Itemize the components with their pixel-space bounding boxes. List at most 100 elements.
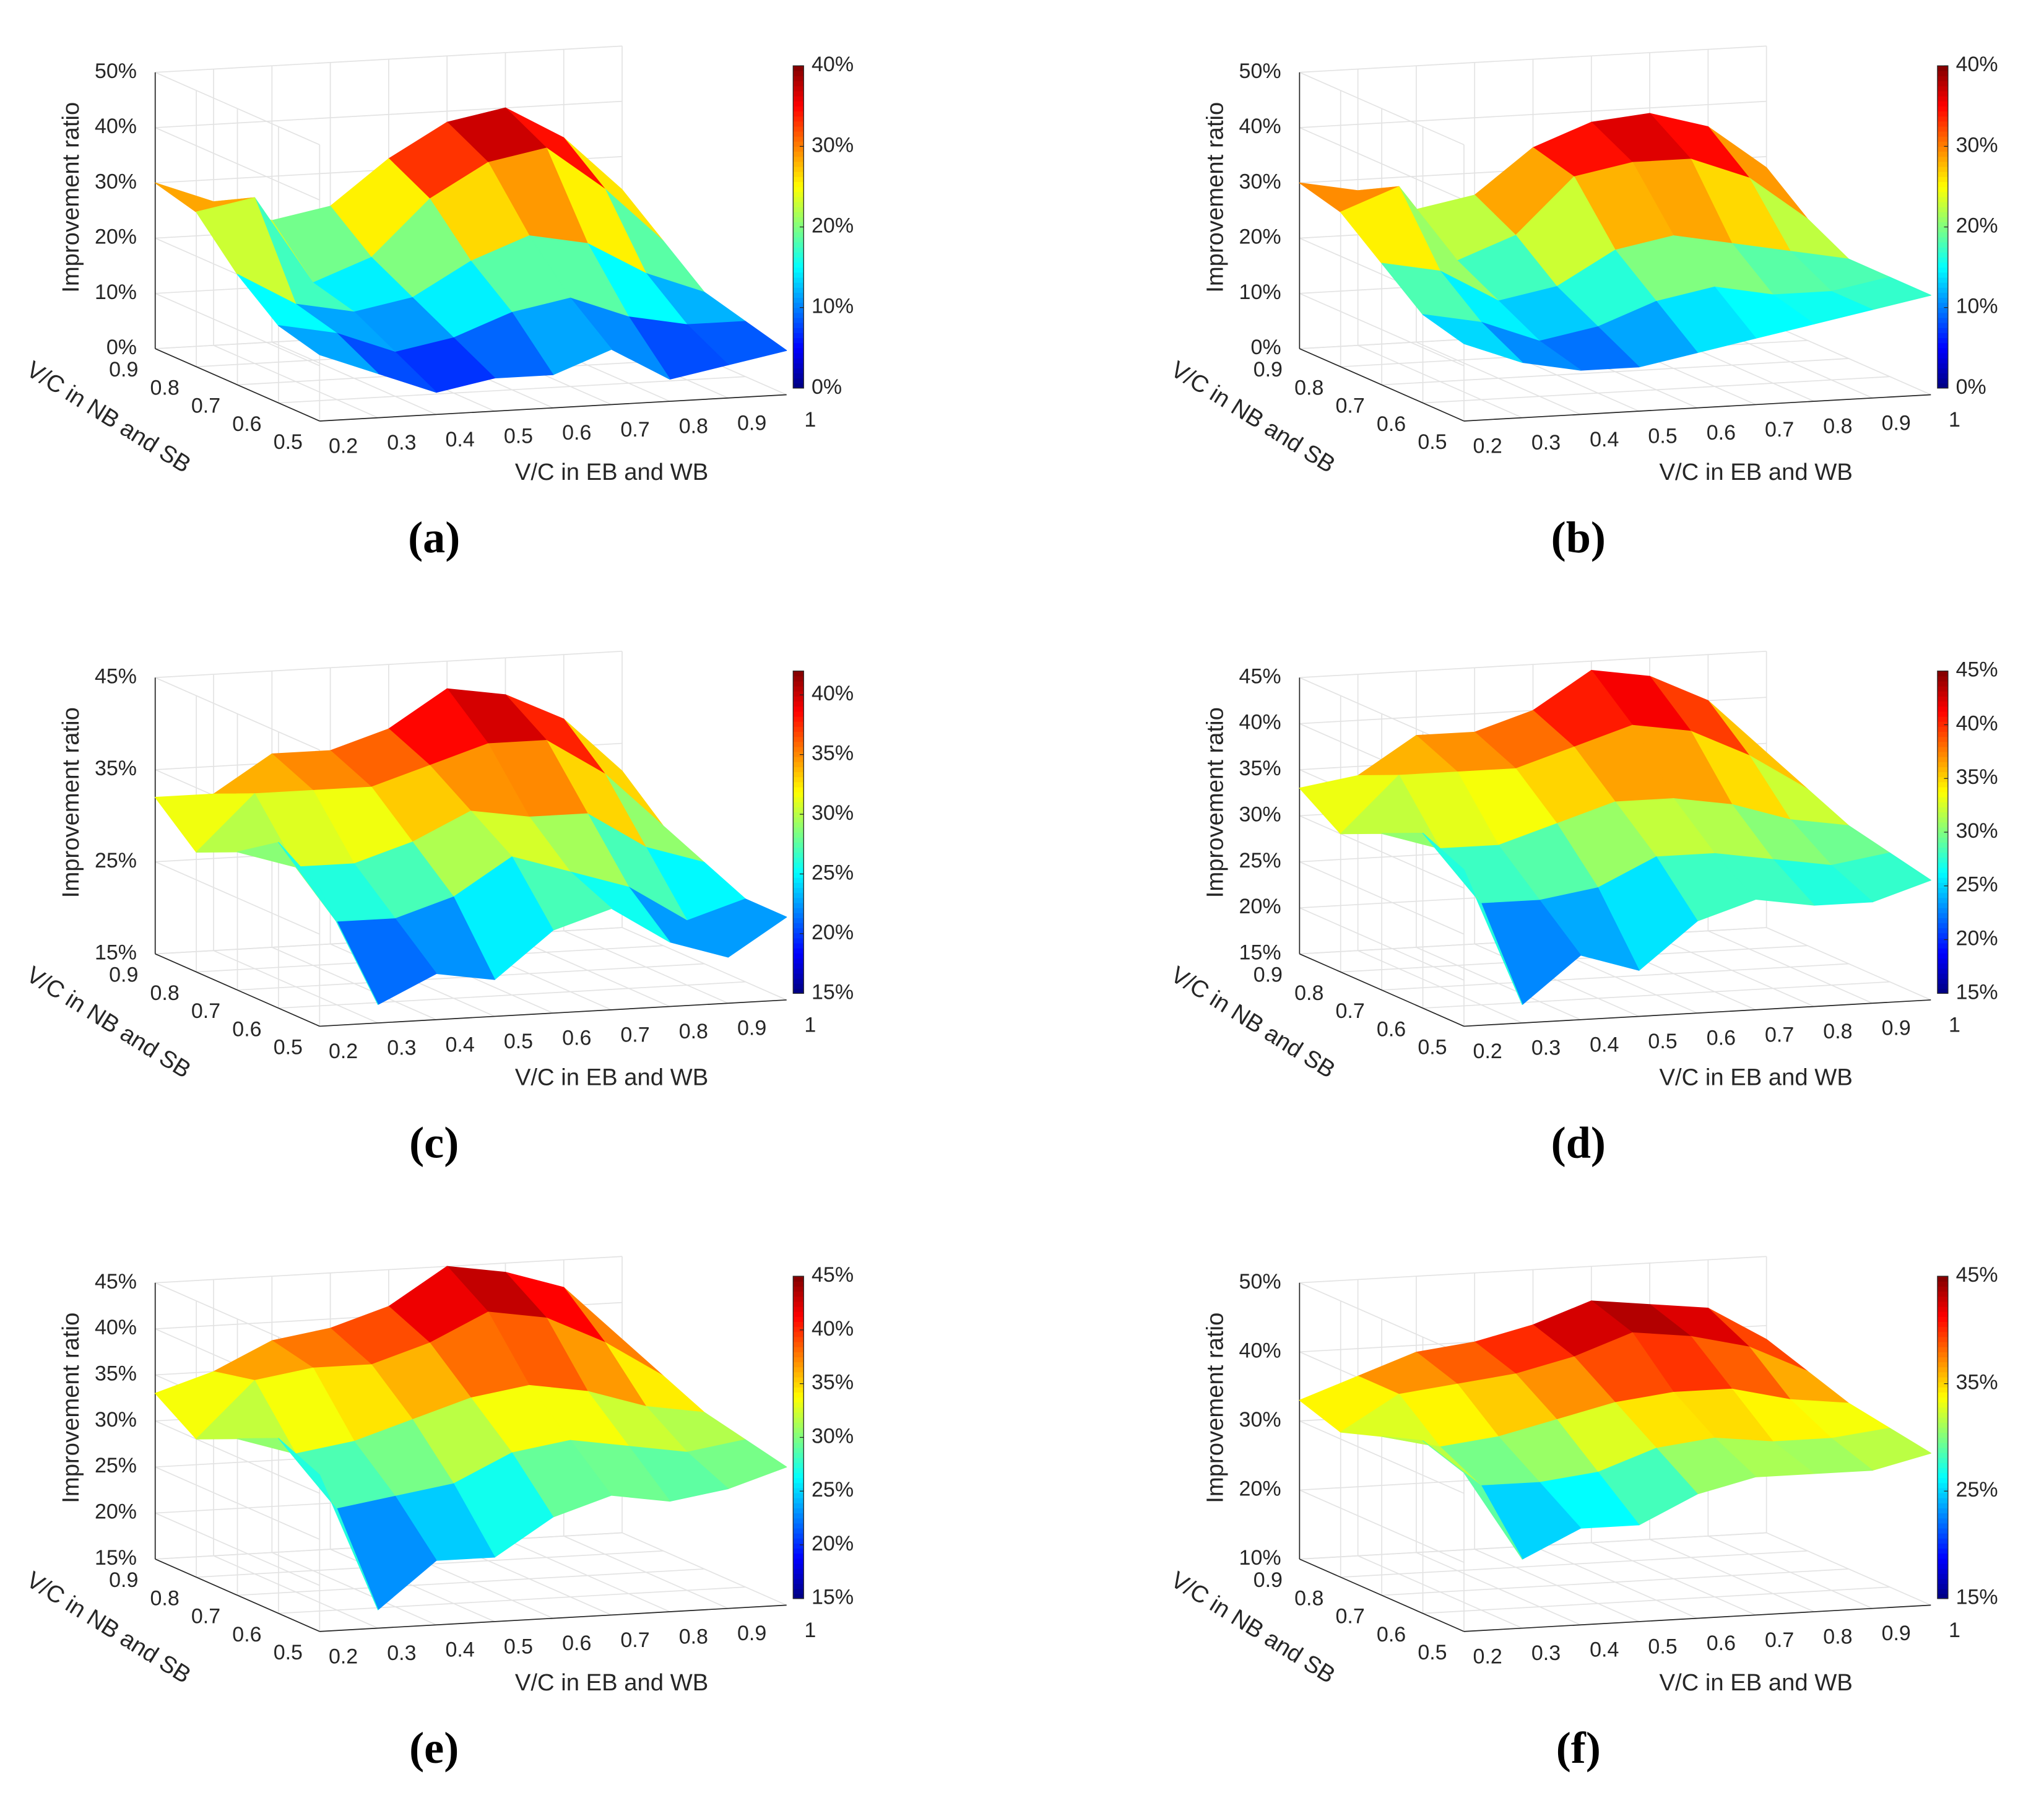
y-tick-label: 0.8	[1294, 376, 1323, 399]
colorbar-swatch	[793, 1588, 804, 1594]
colorbar-swatch	[793, 1487, 804, 1493]
colorbar-swatch	[1937, 352, 1948, 359]
colorbar-swatch	[793, 812, 804, 818]
colorbar-swatch	[793, 923, 804, 929]
colorbar-swatch	[793, 1528, 804, 1534]
x-tick-label: 0.4	[1590, 428, 1619, 451]
x-tick-label: 0.2	[1473, 1040, 1502, 1063]
colorbar-swatch	[793, 1563, 804, 1569]
colorbar-swatch	[1937, 882, 1948, 889]
colorbar-swatch	[793, 66, 804, 72]
colorbar-swatch	[1937, 1508, 1948, 1514]
colorbar-swatch	[1937, 867, 1948, 873]
colorbar-swatch	[1937, 872, 1948, 878]
colorbar-swatch	[793, 101, 804, 106]
colorbar-swatch	[793, 756, 804, 762]
z-tick-label: 0%	[1250, 336, 1281, 359]
colorbar-swatch	[1937, 232, 1948, 238]
z-tick-label: 35%	[1239, 757, 1281, 780]
x-axis-label: V/C in EB and WB	[515, 1669, 708, 1696]
colorbar-swatch	[793, 913, 804, 918]
z-tick-label: 10%	[95, 280, 137, 304]
y-tick-label: 0.7	[191, 394, 220, 418]
colorbar-swatch	[793, 1347, 804, 1352]
colorbar-swatch	[793, 892, 804, 898]
colorbar-swatch	[1937, 252, 1948, 258]
colorbar-swatch	[793, 1558, 804, 1564]
colorbar-swatch	[793, 701, 804, 707]
panel-label: (f)	[1556, 1723, 1601, 1773]
grid-line	[1382, 358, 1849, 386]
colorbar-swatch	[793, 706, 804, 712]
colorbar-swatch	[1937, 1482, 1948, 1489]
colorbar-frame	[792, 671, 804, 994]
colorbar-swatch	[793, 1291, 804, 1297]
colorbar-swatch	[793, 307, 804, 313]
y-tick-label: 0.8	[150, 981, 180, 1005]
colorbar-swatch	[793, 983, 804, 989]
x-tick-label: 0.8	[1823, 1020, 1852, 1043]
x-tick-label: 1	[1949, 1013, 1960, 1037]
colorbar-swatch	[793, 352, 804, 359]
colorbar-swatch	[793, 106, 804, 112]
x-tick-label: 0.9	[737, 1622, 766, 1645]
x-tick-label: 0.4	[1590, 1638, 1619, 1662]
z-tick-label: 40%	[95, 1316, 137, 1339]
grid-line	[278, 1586, 746, 1614]
x-tick-label: 0.6	[1707, 421, 1736, 445]
colorbar-swatch	[1937, 1553, 1948, 1559]
x-tick-label: 0.2	[1473, 434, 1502, 458]
colorbar-swatch	[1937, 1371, 1948, 1378]
colorbar-swatch	[1937, 1447, 1948, 1453]
colorbar-swatch	[793, 85, 804, 92]
panel: 15% 20% 25% 30% 35% 40% 45% 0.2 0.3 0.4 0.5 0.6 0.7 0…	[1166, 650, 1998, 1167]
x-tick-label: 0.5	[504, 425, 533, 448]
y-tick-label: 0.7	[1336, 1605, 1365, 1628]
colorbar-swatch	[793, 1392, 804, 1398]
colorbar-swatch	[1937, 66, 1948, 72]
colorbar-swatch	[793, 1286, 804, 1292]
x-axis-label: V/C in EB and WB	[515, 1064, 708, 1091]
colorbar-swatch	[1937, 247, 1948, 253]
x-tick-label: 0.2	[1473, 1645, 1502, 1668]
colorbar-swatch	[793, 146, 804, 152]
panel-label: (d)	[1551, 1118, 1606, 1167]
panel: 15% 20% 25% 30% 35% 40% 45% 0.2 0.3 0.4 0.5 0.6 0.7 0…	[22, 1256, 854, 1773]
colorbar-swatch	[793, 1498, 804, 1503]
colorbar-swatch	[1937, 1437, 1948, 1443]
colorbar-swatch	[1937, 373, 1948, 379]
colorbar-swatch	[793, 721, 804, 727]
colorbar-swatch	[1937, 1381, 1948, 1388]
colorbar-swatch	[793, 741, 804, 747]
y-tick-label: 0.5	[1418, 430, 1447, 454]
colorbar-swatch	[1937, 358, 1948, 363]
axis-line	[319, 1604, 787, 1632]
colorbar-swatch	[793, 807, 804, 813]
x-tick-label: 0.5	[1648, 1030, 1677, 1053]
colorbar-swatch	[793, 1533, 804, 1539]
grid-line	[1299, 1256, 1767, 1284]
colorbar-swatch	[793, 1503, 804, 1508]
colorbar-swatch	[793, 862, 804, 868]
z-axis-label: Improvement ratio	[58, 1313, 84, 1503]
colorbar-swatch	[793, 1583, 804, 1589]
colorbar-swatch	[793, 696, 804, 702]
grid-line	[1382, 1568, 1849, 1596]
colorbar-swatch	[1937, 267, 1948, 273]
x-axis-label: V/C in EB and WB	[1659, 1669, 1852, 1696]
x-tick-label: 0.4	[446, 428, 475, 451]
colorbar-swatch	[1937, 1306, 1948, 1312]
panel-label: (a)	[408, 513, 460, 562]
colorbar-swatch	[1937, 1417, 1948, 1423]
colorbar-swatch	[793, 1402, 804, 1408]
colorbar-tick-label: 35%	[1956, 1371, 1998, 1394]
colorbar-swatch	[1937, 958, 1948, 964]
colorbar-tick-label: 40%	[1956, 53, 1998, 76]
x-tick-label: 0.6	[562, 1027, 591, 1050]
colorbar-swatch	[1937, 877, 1948, 883]
colorbar-swatch	[793, 711, 804, 717]
axis-line	[1463, 394, 1931, 422]
x-tick-label: 0.7	[620, 418, 649, 441]
colorbar-swatch	[793, 842, 804, 848]
colorbar-swatch	[1937, 241, 1948, 248]
